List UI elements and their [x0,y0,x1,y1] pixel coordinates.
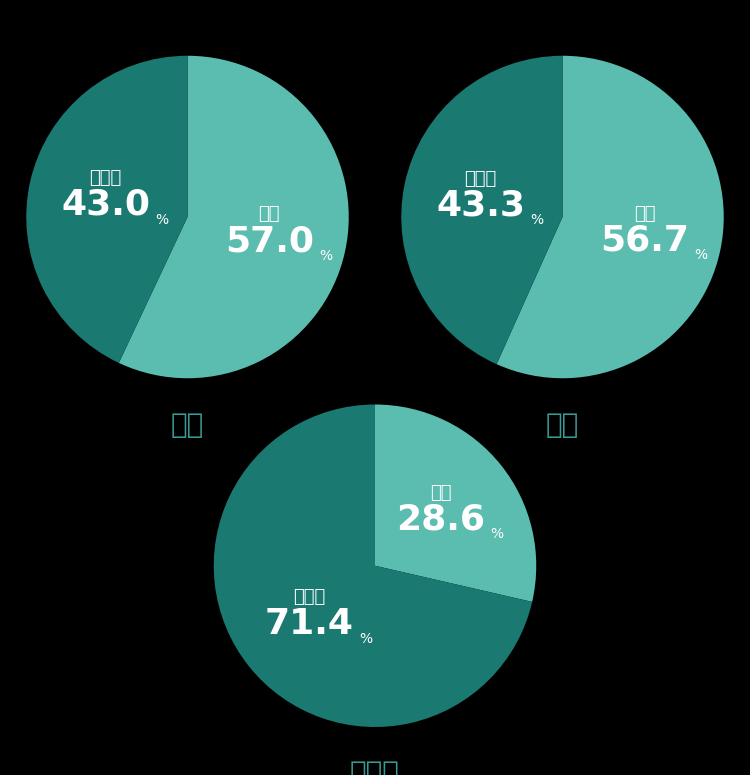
Text: 28.6: 28.6 [396,503,485,537]
Text: 57.0: 57.0 [225,225,314,259]
Text: %: % [320,249,332,263]
Text: %: % [359,632,373,646]
Text: いいえ: いいえ [293,588,326,606]
Text: 43.0: 43.0 [62,188,150,222]
Text: 56.7: 56.7 [600,224,689,258]
Wedge shape [375,405,536,602]
Text: 女性: 女性 [546,411,579,439]
Text: 71.4: 71.4 [265,608,354,641]
Text: 男性: 男性 [171,411,204,439]
Wedge shape [496,56,724,378]
Text: はい: はい [430,484,451,501]
Wedge shape [214,405,532,727]
Text: %: % [530,213,544,227]
Wedge shape [118,56,349,378]
Text: はい: はい [259,205,280,223]
Text: %: % [490,527,503,541]
Text: %: % [155,212,169,226]
Text: 43.3: 43.3 [436,189,525,222]
Text: %: % [694,248,707,262]
Wedge shape [26,56,188,363]
Text: その他: その他 [350,760,400,775]
Text: いいえ: いいえ [89,169,122,187]
Text: はい: はい [634,205,656,222]
Text: いいえ: いいえ [464,170,496,188]
Wedge shape [401,56,562,364]
